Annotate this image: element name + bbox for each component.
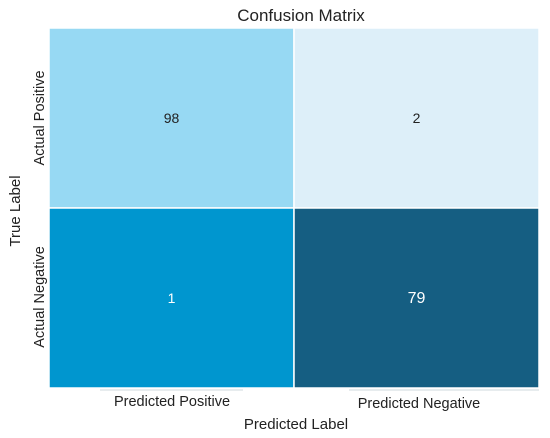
cell-value-label: 1 xyxy=(168,290,176,306)
heatmap-cell xyxy=(293,27,540,209)
heatmap-cell xyxy=(293,207,540,389)
cell-value-label: 2 xyxy=(413,110,421,126)
x-tick-label: Predicted Positive xyxy=(114,394,230,410)
y-axis-title: True Label xyxy=(7,175,24,246)
heatmap-cells: 98 2 1 79 xyxy=(48,27,540,389)
cell-value-label: 79 xyxy=(408,290,426,307)
x-axis-title: Predicted Label xyxy=(244,416,348,433)
y-tick-label: Actual Negative xyxy=(32,246,48,348)
x-tick-label: Predicted Negative xyxy=(358,396,481,412)
heatmap-cell xyxy=(48,27,295,209)
heatmap-cell xyxy=(48,207,295,389)
chart-title: Confusion Matrix xyxy=(237,6,365,25)
cell-value-label: 98 xyxy=(164,110,180,126)
y-tick-label: Actual Positive xyxy=(32,70,48,165)
